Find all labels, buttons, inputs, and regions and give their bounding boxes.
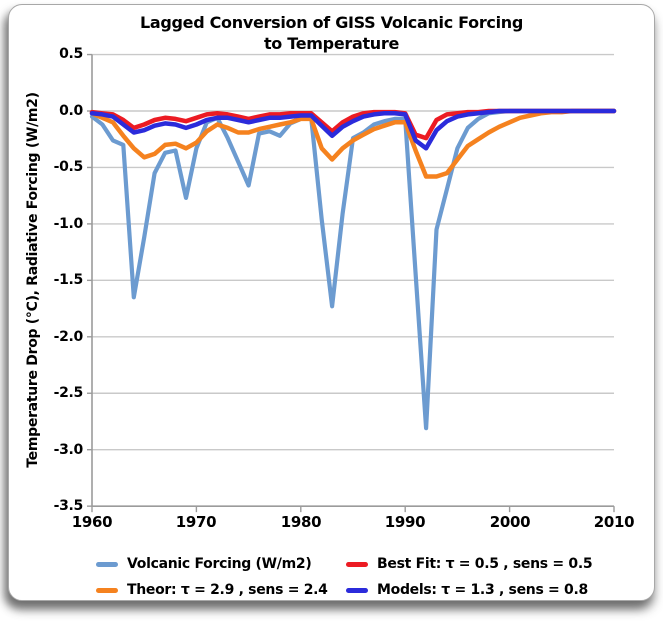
series-models — [89, 108, 617, 151]
chart-title: Lagged Conversion of GISS Volcanic Forci… — [9, 12, 654, 54]
x-tick-label: 2010 — [593, 513, 635, 531]
x-tick-label: 1980 — [280, 513, 322, 531]
y-tick-label: 0.0 — [59, 103, 83, 119]
y-tick-label: -2.5 — [53, 385, 84, 401]
x-tick-label: 1960 — [71, 513, 113, 531]
y-tick-label: -2.0 — [53, 329, 84, 345]
x-tick-label: 1970 — [175, 513, 217, 531]
legend-label-volcanic-forcing: Volcanic Forcing (W/m2) — [127, 556, 312, 572]
legend-item-best-fit: Best Fit: τ = 0.5 , sens = 0.5 — [346, 556, 593, 572]
plot-area — [87, 53, 617, 513]
x-tick-label: 1990 — [384, 513, 426, 531]
axes — [91, 54, 615, 513]
legend-item-theor: Theor: τ = 2.9 , sens = 2.4 — [96, 582, 328, 598]
legend-label-models: Models: τ = 1.3 , sens = 0.8 — [377, 582, 588, 598]
y-tick-label: -0.5 — [53, 159, 84, 175]
y-axis-title: Temperature Drop (°C), Radiative Forcing… — [25, 92, 41, 468]
legend-label-theor: Theor: τ = 2.9 , sens = 2.4 — [127, 582, 328, 598]
series-lines — [89, 108, 617, 431]
legend-item-volcanic-forcing: Volcanic Forcing (W/m2) — [96, 556, 312, 572]
y-tick-label: -3.5 — [53, 498, 84, 514]
series-theor — [89, 108, 617, 179]
legend-swatch-models — [346, 587, 368, 593]
chart-card: Lagged Conversion of GISS Volcanic Forci… — [8, 4, 655, 601]
y-tick-label: 0.5 — [59, 46, 83, 62]
legend-swatch-best-fit — [346, 561, 368, 567]
x-tick-label: 2000 — [489, 513, 531, 531]
y-tick-label: -1.5 — [53, 272, 84, 288]
legend-item-models: Models: τ = 1.3 , sens = 0.8 — [346, 582, 588, 598]
chart-title-line2: to Temperature — [263, 34, 400, 53]
chart-title-line1: Lagged Conversion of GISS Volcanic Forci… — [139, 13, 524, 32]
legend-swatch-volcanic-forcing — [96, 561, 118, 567]
y-tick-label: -3.0 — [53, 442, 84, 458]
series-volcanic-forcing — [89, 108, 617, 431]
y-tick-label: -1.0 — [53, 216, 84, 232]
legend-label-best-fit: Best Fit: τ = 0.5 , sens = 0.5 — [377, 556, 593, 572]
legend-swatch-theor — [96, 587, 118, 593]
